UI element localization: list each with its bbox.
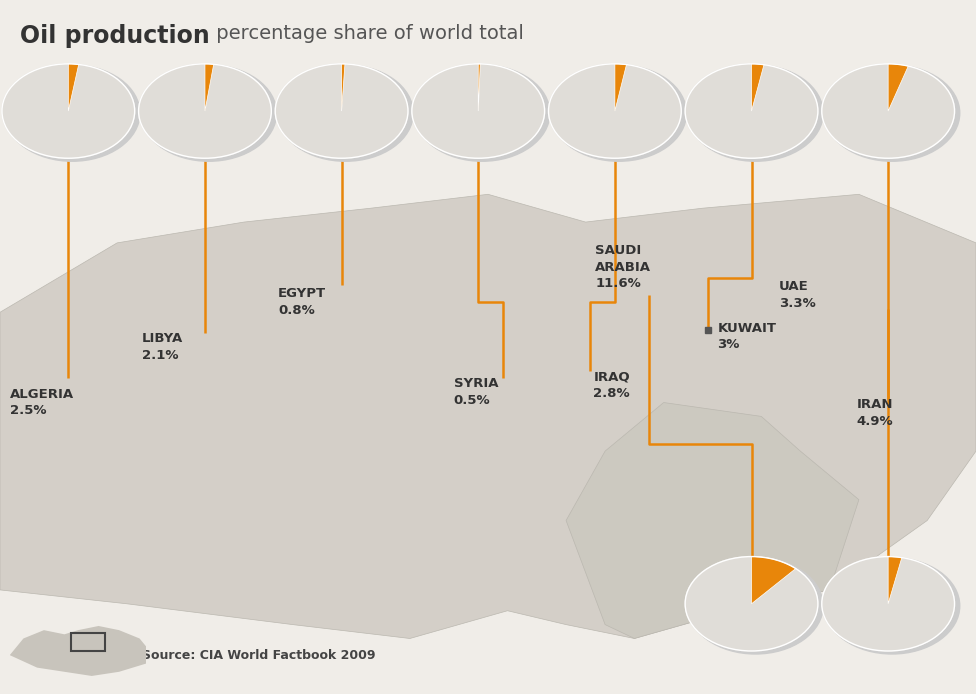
Circle shape xyxy=(278,65,413,161)
Polygon shape xyxy=(0,194,976,638)
Circle shape xyxy=(142,65,276,161)
Circle shape xyxy=(822,64,955,158)
Polygon shape xyxy=(566,403,859,638)
Circle shape xyxy=(688,558,823,654)
Circle shape xyxy=(688,65,823,161)
Text: IRAN
4.9%: IRAN 4.9% xyxy=(857,398,894,428)
Text: percentage share of world total: percentage share of world total xyxy=(210,24,524,43)
Circle shape xyxy=(825,558,959,654)
Wedge shape xyxy=(888,64,909,111)
Circle shape xyxy=(549,64,681,158)
Circle shape xyxy=(551,65,686,161)
Text: LIBYA
2.1%: LIBYA 2.1% xyxy=(142,332,183,362)
Wedge shape xyxy=(615,64,627,111)
Circle shape xyxy=(685,64,818,158)
Text: Source: CIA World Factbook 2009: Source: CIA World Factbook 2009 xyxy=(142,650,375,662)
Wedge shape xyxy=(888,557,902,604)
Circle shape xyxy=(825,65,959,161)
Circle shape xyxy=(5,65,140,161)
Circle shape xyxy=(2,64,135,158)
Text: Oil production: Oil production xyxy=(20,24,209,49)
Wedge shape xyxy=(342,64,345,111)
Text: ALGERIA
2.5%: ALGERIA 2.5% xyxy=(10,388,74,417)
Circle shape xyxy=(412,64,545,158)
Circle shape xyxy=(275,64,408,158)
Text: SYRIA
0.5%: SYRIA 0.5% xyxy=(454,378,499,407)
Circle shape xyxy=(822,557,955,651)
Wedge shape xyxy=(68,64,79,111)
Circle shape xyxy=(685,557,818,651)
Circle shape xyxy=(139,64,271,158)
Wedge shape xyxy=(205,64,214,111)
Text: UAE
3.3%: UAE 3.3% xyxy=(779,280,816,310)
Polygon shape xyxy=(10,626,146,676)
Circle shape xyxy=(415,65,549,161)
Text: EGYPT
0.8%: EGYPT 0.8% xyxy=(278,287,326,316)
Wedge shape xyxy=(752,64,764,111)
Wedge shape xyxy=(478,64,480,111)
Text: KUWAIT
3%: KUWAIT 3% xyxy=(717,322,776,351)
Text: SAUDI
ARABIA
11.6%: SAUDI ARABIA 11.6% xyxy=(595,244,651,290)
Text: IRAQ
2.8%: IRAQ 2.8% xyxy=(593,371,630,400)
Wedge shape xyxy=(752,557,795,604)
